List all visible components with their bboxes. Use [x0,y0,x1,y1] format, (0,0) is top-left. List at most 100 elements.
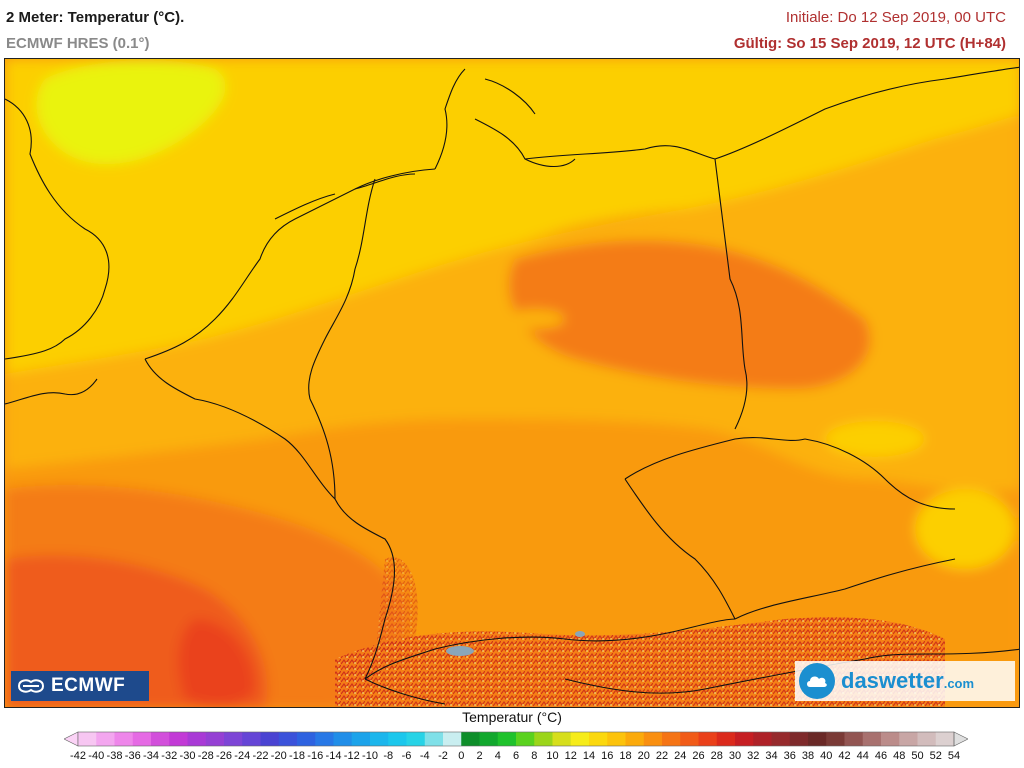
border-cz-pl [804,438,956,510]
legend-swatch [625,732,645,746]
legend-tick-label: 50 [911,750,924,762]
border-nl-de [308,178,376,400]
valid-time-label: Gültig: So 15 Sep 2019, 12 UTC (H+84) [733,35,1006,52]
legend-tick-label: 0 [458,750,465,762]
highland-spot [825,421,925,457]
legend-swatch [114,732,134,746]
legend-swatch [169,732,188,746]
legend-tick-label: -38 [106,750,123,762]
legend-swatch [151,732,170,746]
map-title: 2 Meter: Temperatur (°C). [6,9,185,26]
legend-swatch [187,732,207,746]
legend-swatch [260,732,280,746]
legend-swatch [862,732,882,746]
border-cz-at [734,558,956,620]
legend-swatch [552,732,572,746]
legend-swatch [278,732,298,746]
legend-tick-labels: -42 -40 -38 -36 -34 -32 -30 -28 -26 -24 -22 -20 -18-… [0,750,1024,766]
legend-swatch [424,732,444,746]
legend-swatch [333,732,353,746]
highland-spot [385,355,465,383]
legend-swatch [735,732,754,746]
legend-swatch [406,732,426,746]
border-de-fr [309,398,395,680]
border-at-it [564,648,1019,694]
legend-tick-label: -4 [419,750,430,762]
legend-swatch [479,732,499,746]
legend-swatch [388,732,407,746]
legend-tick-label: 20 [637,750,650,762]
legend-title: Temperatur (°C) [462,709,562,725]
legend-swatch [443,732,462,746]
lake [575,631,585,637]
legend-swatch [370,732,389,746]
legend-swatch [643,732,663,746]
temperature-field-svg [5,59,1019,707]
legend-tick-label: 28 [710,750,723,762]
legend-swatch [351,732,371,746]
temperature-map[interactable]: ECMWF daswetter.com [4,58,1020,708]
legend-tick-label: -30 [179,750,196,762]
borders-and-coastlines [5,66,1019,705]
ecmwf-logo: ECMWF [11,671,149,701]
legend-tick-label: -26 [216,750,232,762]
border-de-at [434,618,736,650]
legend-tick-label: -34 [143,750,159,762]
pyrenees-vosges-relief [377,557,418,654]
legend-swatch [771,732,791,746]
legend-tick-label: -2 [438,750,448,762]
highland-spot [505,309,565,329]
legend-tick-label: -28 [197,750,214,762]
legend-tick-label: -36 [124,750,141,762]
legend-tick-label: -8 [383,750,394,762]
legend-tick-label: 42 [838,750,851,762]
legend-tick-label: 12 [564,750,577,762]
legend-swatch [607,732,626,746]
legend-swatch [315,732,334,746]
border-de-cz [624,437,806,620]
legend-swatch [935,732,955,746]
border-ch [364,648,446,705]
legend-swatch [844,732,864,746]
denmark-coastline [434,68,576,170]
legend-tick-label: 10 [546,750,559,762]
legend-swatch [899,732,918,746]
legend-tick-label: -24 [234,750,251,762]
ecmwf-swirl-icon [17,679,45,693]
legend-swatch [753,732,772,746]
legend-swatch [497,732,517,746]
legend-tick-label: 8 [531,750,538,762]
init-time-label: Initiale: Do 12 Sep 2019, 00 UTC [785,9,1006,26]
daswetter-brand: daswetter.com [841,668,975,693]
legend-tick-label: 46 [874,750,888,762]
legend-swatch [516,732,535,746]
legend-tick-label: -40 [88,750,105,762]
border-fr-be [144,358,336,500]
legend-tick-label: -12 [343,750,360,762]
model-subtitle: ECMWF HRES (0.1°) [6,35,150,52]
legend-tick-label: -22 [252,750,269,762]
legend-swatch [881,732,900,746]
legend-tick-label: 4 [494,750,501,762]
legend-arrow-high [953,731,968,747]
uk-coastline [5,98,110,360]
legend-tick-label: 26 [692,750,705,762]
legend-swatch [589,732,608,746]
legend-swatch [789,732,809,746]
lake-constance [446,646,474,656]
color-legend-bar [64,731,968,747]
highland-spot [915,489,1015,569]
legend-tick-label: 6 [512,750,520,762]
legend-tick-label: -6 [401,750,412,762]
legend-swatch [224,732,243,746]
band-18-20 [36,60,226,164]
legend-swatch [78,732,97,746]
legend-tick-label: 34 [765,750,778,762]
legend-swatch [917,732,937,746]
baltic-coastline [524,66,1019,160]
legend-tick-label: 40 [820,750,833,762]
legend-swatch [96,732,115,746]
legend-swatch [662,732,681,746]
legend-tick-label: 44 [856,750,869,762]
daswetter-logo[interactable]: daswetter.com [795,661,1015,701]
